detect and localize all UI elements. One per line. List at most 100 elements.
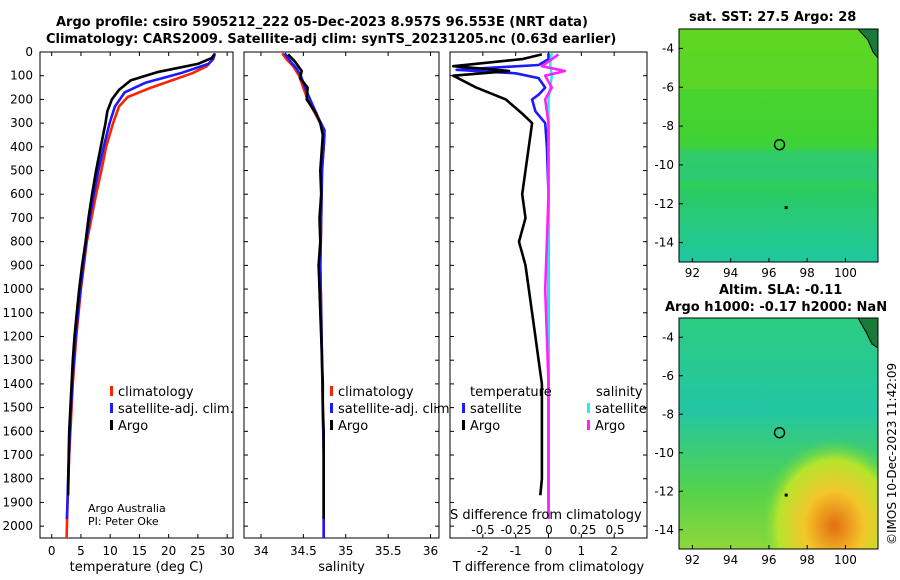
map-x-tick-label: 98 (800, 266, 815, 280)
salinity-axes-box (243, 51, 440, 539)
y-tick-label: 1600 (2, 424, 33, 438)
map-y-tick-label: -12 (654, 197, 674, 211)
map-x-tick-label: 100 (834, 553, 857, 567)
legend-label: Argo (118, 419, 148, 434)
sla-map-title: Altim. SLA: -0.11 (719, 283, 843, 298)
y-tick-label: 1300 (2, 353, 33, 367)
sst-axes-box (678, 28, 879, 263)
legend-swatch (587, 420, 590, 430)
map-y-tick-label: -6 (662, 80, 674, 94)
y-tick-label: 800 (10, 235, 33, 249)
x-axis-label: salinity (318, 560, 365, 575)
x-tick-label: 0 (545, 544, 553, 558)
x-tick-label: 34.5 (290, 544, 317, 558)
s-axis-label: S difference from climatology (450, 508, 642, 523)
x-tick-label: 35.5 (375, 544, 402, 558)
y-tick-label: 1100 (2, 306, 33, 320)
y-tick-label: 400 (10, 140, 33, 154)
x-axis-label: temperature (deg C) (70, 560, 204, 575)
s-tick-label: -0.5 (471, 523, 494, 537)
map-x-tick-label: 96 (761, 553, 776, 567)
x-tick-label: 20 (161, 544, 176, 558)
map-x-tick-label: 100 (834, 266, 857, 280)
float-location-marker (773, 426, 786, 439)
map-y-tick-label: -14 (654, 236, 674, 250)
sla-map-title2: Argo h1000: -0.17 h2000: NaN (665, 300, 888, 315)
sst-map-title: sat. SST: 27.5 Argo: 28 (689, 10, 857, 25)
legend-swatch (330, 403, 333, 413)
legend-label: satellite-adj. clim. (118, 402, 234, 417)
plot-title-line2: Climatology: CARS2009. Satellite-adj cli… (46, 32, 617, 47)
legend-label: Argo (470, 419, 500, 434)
y-tick-label: 2000 (2, 519, 33, 533)
map-y-tick-label: -4 (662, 41, 674, 55)
sst-warm-patch (679, 29, 878, 89)
y-tick-label: 1700 (2, 448, 33, 462)
x-tick-label: 2 (610, 544, 618, 558)
credit-line2: PI: Peter Oke (88, 515, 159, 528)
sst-map-field (679, 29, 878, 262)
series-line-argo (66, 53, 216, 496)
y-tick-label: 1900 (2, 495, 33, 509)
x-tick-label: 0 (48, 544, 56, 558)
sst-map: 92 94 96 98 100 -4 -6 -8 -10 -12 -14 (654, 28, 879, 280)
x-tick-label: -1 (510, 544, 522, 558)
y-tick-label: 200 (10, 92, 33, 106)
profile-dot (784, 493, 788, 497)
temperature-panel: 0 5 10 15 20 25 300100200300400500600700800900… (2, 45, 234, 575)
y-tick-label: 900 (10, 258, 33, 272)
y-tick-label: 600 (10, 187, 33, 201)
legend-label: Argo (595, 419, 625, 434)
y-tick-label: 1800 (2, 472, 33, 486)
series-line-s-argo (540, 53, 567, 519)
map-y-tick-label: -10 (654, 158, 674, 172)
map-y-tick-label: -10 (654, 446, 674, 460)
legend-swatch (110, 403, 113, 413)
sla-map: 92 94 96 98 100 -4 -6 -8 -10 -12 -14 (654, 317, 879, 567)
plot-title-line1: Argo profile: csiro 5905212_222 05-Dec-2… (56, 15, 588, 30)
legend-label: satellite (595, 402, 647, 417)
map-x-tick-label: 96 (761, 266, 776, 280)
series-line-argo (287, 53, 325, 519)
y-tick-label: 500 (10, 164, 33, 178)
legend-label: satellite-adj. clim. (338, 402, 454, 417)
y-tick-label: 1400 (2, 377, 33, 391)
x-tick-label: 34 (253, 544, 268, 558)
map-y-tick-label: -6 (662, 369, 674, 383)
legend-title-salinity: salinity (596, 385, 643, 400)
profile-dot (784, 206, 788, 210)
legend-label: satellite (470, 402, 522, 417)
series-line-t-argo (452, 53, 544, 496)
s-tick-label: -0.25 (500, 523, 531, 537)
x-tick-label: 36 (423, 544, 438, 558)
legend-swatch (330, 420, 333, 430)
y-tick-label: 300 (10, 116, 33, 130)
map-x-tick-label: 92 (685, 266, 700, 280)
map-y-tick-label: -8 (662, 407, 674, 421)
legend-swatch (587, 403, 590, 413)
map-x-tick-label: 98 (800, 553, 815, 567)
y-tick-label: 1000 (2, 282, 33, 296)
map-y-tick-label: -14 (654, 523, 674, 537)
x-tick-label: 30 (220, 544, 235, 558)
y-tick-label: 700 (10, 211, 33, 225)
legend-label: climatology (118, 385, 194, 400)
y-tick-label: 1500 (2, 401, 33, 415)
s-tick-label: 0 (545, 523, 553, 537)
map-y-tick-label: -8 (662, 119, 674, 133)
x-tick-label: 35 (338, 544, 353, 558)
legend-swatch (462, 403, 465, 413)
x-tick-label: 10 (103, 544, 118, 558)
difference-panel: -2 -1 0 1 2 T difference from climatology temp… (449, 51, 648, 575)
sla-hot-anomaly (679, 318, 878, 549)
temperature-axes-box (39, 51, 234, 539)
sst-cool-band (679, 150, 878, 180)
legend-swatch (110, 420, 113, 430)
x-tick-label: 1 (578, 544, 586, 558)
legend-swatch (330, 386, 333, 396)
map-x-tick-label: 94 (723, 553, 738, 567)
credit-line1: Argo Australia (88, 502, 166, 515)
imos-watermark: ©IMOS 10-Dec-2023 11:42:09 (885, 363, 899, 545)
map-y-tick-label: -4 (662, 330, 674, 344)
